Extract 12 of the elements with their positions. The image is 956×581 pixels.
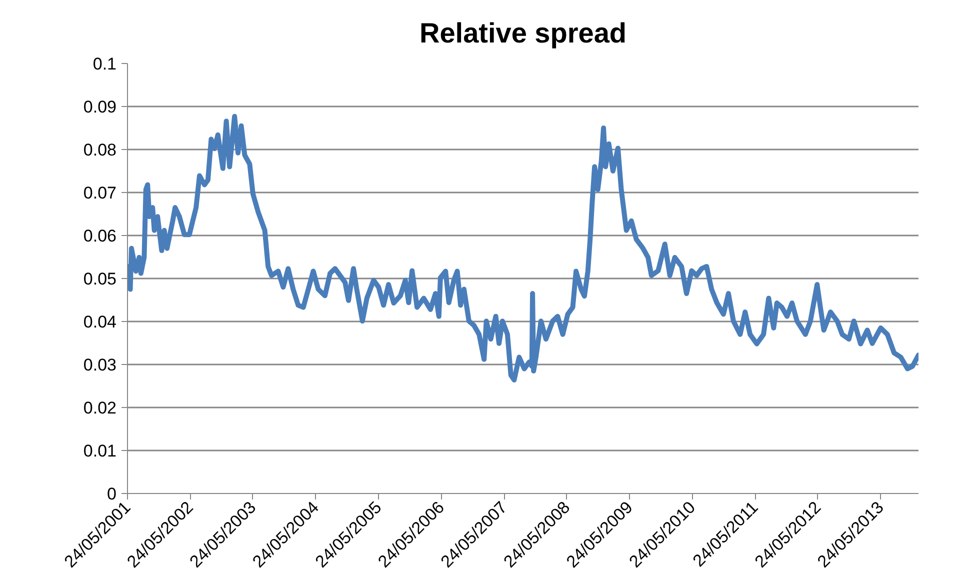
y-tick-label: 0.07 xyxy=(83,184,117,202)
y-tick-label: 0.04 xyxy=(83,312,117,332)
y-tick-label: 0.05 xyxy=(83,270,117,288)
y-tick-label: 0 xyxy=(107,484,117,504)
y-tick-label: 0.08 xyxy=(83,140,117,160)
chart-title: Relative spread xyxy=(420,18,627,48)
y-tick-label: 0.06 xyxy=(83,226,117,246)
y-tick-label: 0.09 xyxy=(83,98,117,116)
y-tick-label: 0.03 xyxy=(83,356,117,374)
y-tick-label: 0.01 xyxy=(83,442,117,460)
y-tick-label: 0.02 xyxy=(83,398,117,418)
y-tick-label: 0.1 xyxy=(92,54,117,74)
